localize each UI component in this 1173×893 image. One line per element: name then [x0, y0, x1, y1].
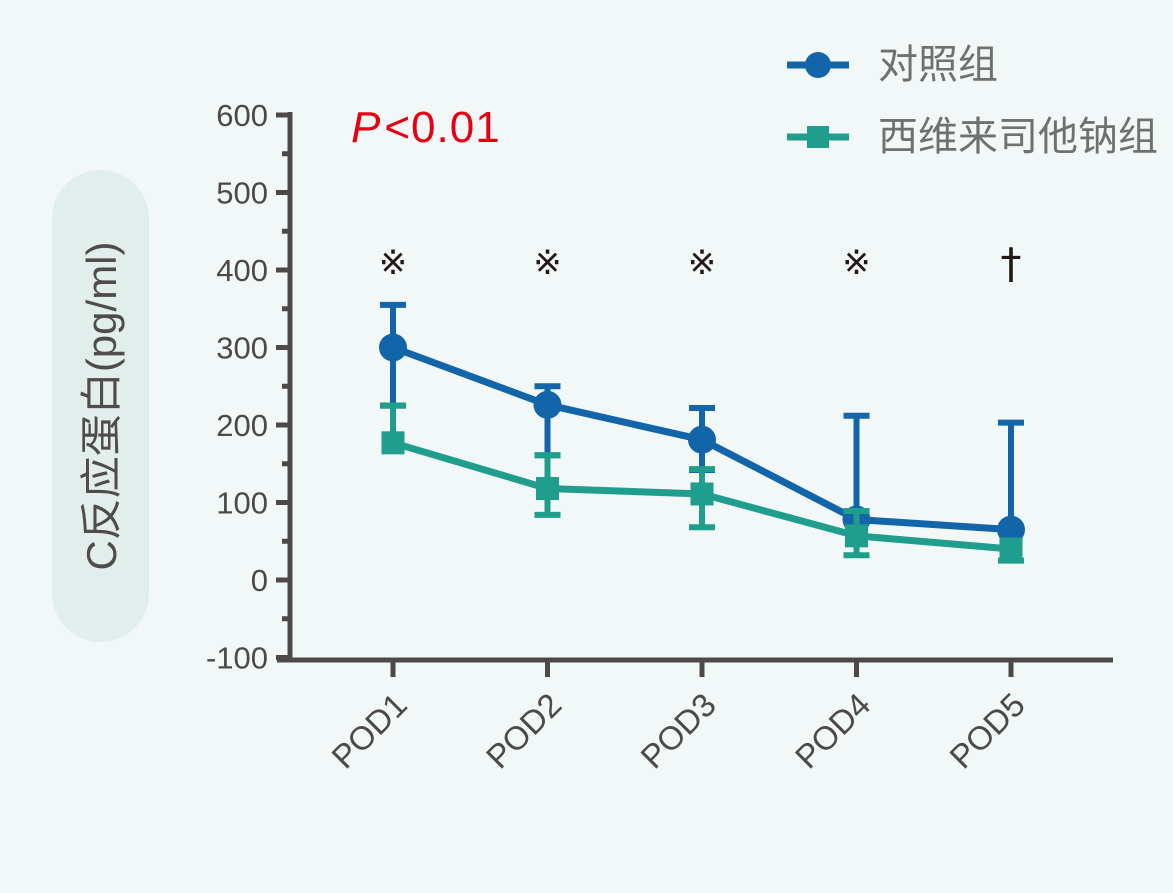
p-value-italic: P: [351, 103, 382, 152]
x-tick-label: POD5: [942, 686, 1032, 776]
p-value-rest: <0.01: [384, 103, 501, 152]
significance-mark: ※: [379, 243, 408, 283]
y-tick-label: 400: [216, 253, 268, 288]
legend-item-control: 对照组: [786, 44, 1158, 86]
y-tick-label: 500: [216, 176, 268, 211]
y-tick-label: 100: [216, 486, 268, 521]
y-tick-label: 300: [216, 331, 268, 366]
control-data-point: [379, 333, 407, 362]
control-data-point: [533, 390, 562, 419]
sivelestat-data-point: [536, 477, 559, 501]
legend-control-circle: [805, 52, 831, 78]
legend-square-marker-icon: [787, 126, 849, 148]
legend-label-control: 对照组: [878, 43, 998, 87]
legend-item-sivelestat: 西维来司他钠组: [786, 116, 1158, 158]
y-tick-label: 200: [216, 408, 268, 443]
x-tick-label: POD1: [324, 686, 414, 776]
y-tick-label: -100: [206, 641, 268, 676]
sivelestat-data-point: [381, 431, 405, 455]
x-tick-label: POD3: [633, 686, 723, 776]
x-tick-label: POD4: [788, 686, 878, 776]
x-tick-label: POD2: [479, 686, 569, 776]
control-data-point: [997, 515, 1025, 544]
legend-sivelestat-square: [807, 126, 829, 148]
significance-mark: ※: [533, 243, 562, 283]
legend-circle-marker-icon: [787, 52, 849, 78]
significance-mark: †: [1001, 239, 1022, 288]
legend-label-sivelestat: 西维来司他钠组: [878, 115, 1158, 159]
significance-mark: ※: [842, 243, 871, 283]
significance-mark: ※: [688, 243, 717, 283]
legend: 对照组 西维来司他钠组: [786, 44, 1158, 188]
sivelestat-data-point: [845, 524, 868, 548]
p-value-label: P<0.01: [351, 103, 501, 153]
ylabel-pill: [52, 170, 149, 642]
control-data-point: [688, 425, 716, 454]
sivelestat-data-point: [690, 482, 714, 506]
sivelestat-data-point: [999, 537, 1023, 561]
y-tick-label: 0: [251, 563, 268, 598]
y-tick-label: 600: [216, 98, 268, 133]
